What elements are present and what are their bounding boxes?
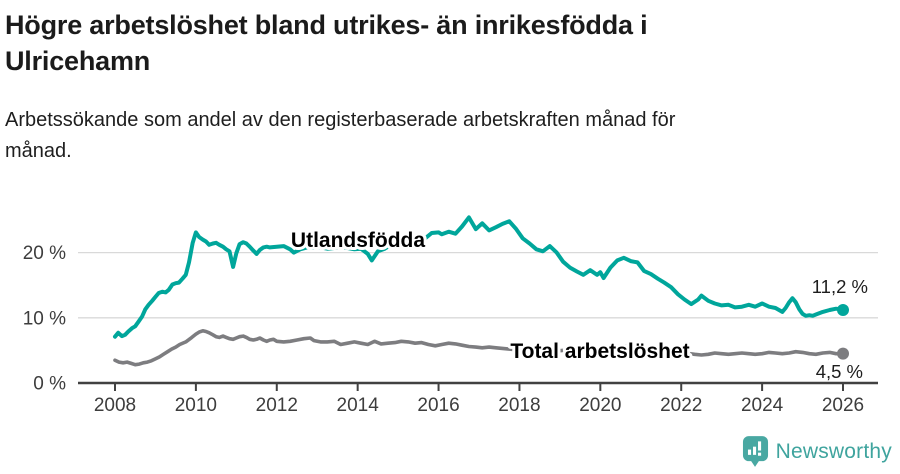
line-utlandsfodda (113, 215, 845, 339)
bar-chart-glyph (747, 441, 761, 456)
newsworthy-wordmark: Newsworthy (775, 439, 892, 463)
x-tick-label-2014: 2014 (337, 395, 380, 416)
x-tick-label-2020: 2020 (579, 395, 621, 416)
series-label-total-arbetsloshet: Total arbetslöshet (510, 340, 689, 363)
x-tick-label-2024: 2024 (741, 395, 784, 416)
gridlines (78, 251, 878, 319)
y-tick-label-0: 0 % (33, 374, 66, 395)
header: Högre arbetslöshet bland utrikes- än inr… (5, 7, 885, 167)
x-tick-label-2010: 2010 (175, 395, 217, 416)
x-axis (78, 381, 878, 391)
subtitle-line-1: Arbetssökande som andel av den registerb… (5, 109, 676, 131)
title-line-1: Högre arbetslöshet bland utrikes- än inr… (5, 10, 648, 40)
x-tick-label-2022: 2022 (660, 395, 702, 416)
subtitle-line-2: månad. (5, 140, 72, 162)
unemployment-line-chart: 2008 2010 2012 2014 2016 2018 2020 2022 2024 2026… (23, 215, 878, 416)
title-line-2: Ulricehamn (5, 46, 151, 76)
newsworthy-logo[interactable]: Newsworthy (742, 435, 892, 468)
newsworthy-icon (742, 436, 768, 467)
end-dot-utlandsfodda (837, 303, 849, 316)
end-value-label-utlandsfodda: 11,2 % (812, 276, 868, 297)
series-label-utlandsfodda: Utlandsfödda (291, 229, 425, 252)
x-tick-label-2026: 2026 (822, 395, 864, 416)
end-dot-total-arbetsloshet (837, 347, 849, 360)
x-tick-label-2016: 2016 (417, 395, 459, 416)
end-value-label-total: 4,5 % (816, 361, 863, 382)
y-tick-label-10: 10 % (23, 308, 66, 329)
y-tick-label-20: 20 % (23, 243, 66, 264)
x-tick-label-2008: 2008 (94, 395, 136, 416)
x-tick-label-2012: 2012 (256, 395, 298, 416)
x-tick-label-2018: 2018 (498, 395, 540, 416)
x-axis-tick-labels: 2008 2010 2012 2014 2016 2018 2020 2022 2024 2026 (94, 395, 864, 416)
line-total-arbetsloshet (113, 329, 845, 367)
page-subtitle: Arbetssökande som andel av den registerb… (5, 105, 885, 167)
y-axis-tick-labels: 0 % 10 % 20 % (23, 243, 66, 394)
page-title: Högre arbetslöshet bland utrikes- än inr… (5, 7, 885, 79)
series-lines (113, 215, 849, 367)
